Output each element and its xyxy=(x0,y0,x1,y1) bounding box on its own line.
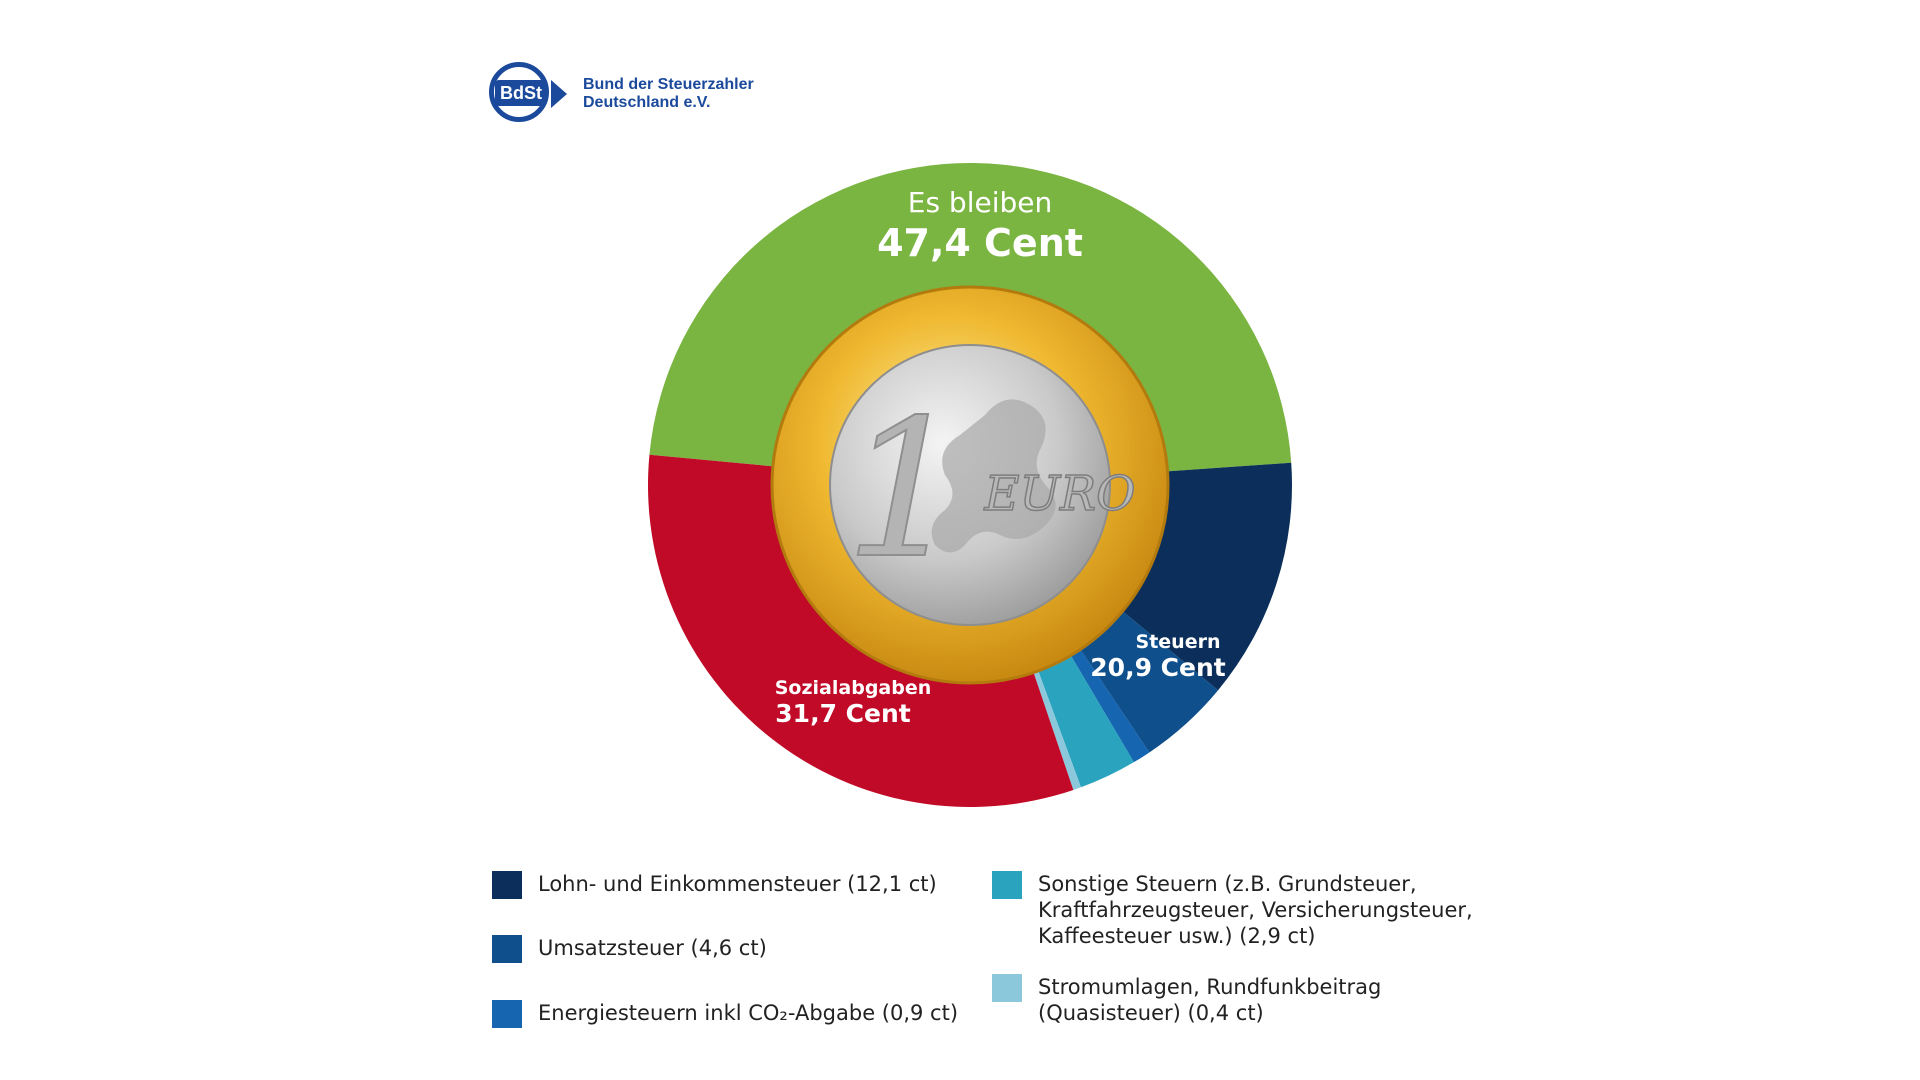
euro-coin: 1 EURO xyxy=(770,285,1170,685)
slice-sonstige xyxy=(1037,653,1134,788)
slice-strom xyxy=(1032,668,1081,790)
bdst-logo: BdSt Bund der Steuerzahler Deutschland e… xyxy=(485,58,805,134)
label-sozial-value: 31,7 Cent xyxy=(775,699,910,728)
slice-sozial xyxy=(648,454,1074,807)
europe-map-icon xyxy=(931,399,1056,553)
logo-arrow-icon xyxy=(551,80,567,108)
label-bleiben-title: Es bleiben xyxy=(908,186,1052,219)
slice-umsatz xyxy=(1079,609,1219,753)
logo-abbreviation: BdSt xyxy=(495,80,547,106)
coin-word: EURO xyxy=(984,466,1136,522)
logo-organization-name: Bund der Steuerzahler Deutschland e.V. xyxy=(583,76,754,112)
slice-energie xyxy=(1069,647,1150,763)
logo-name-line-2: Deutschland e.V. xyxy=(583,94,711,111)
logo-name-line-1: Bund der Steuerzahler xyxy=(583,76,754,93)
donut-slices xyxy=(648,162,1292,807)
label-sozial-title: Sozialabgaben xyxy=(775,677,932,699)
group-labels: Es bleiben 47,4 Cent Steuern 20,9 Cent S… xyxy=(775,186,1226,728)
label-bleiben-value: 47,4 Cent xyxy=(877,221,1083,265)
label-steuern-title: Steuern xyxy=(1136,631,1221,653)
label-steuern-value: 20,9 Cent xyxy=(1090,653,1225,682)
coin-numeral: 1 xyxy=(845,379,966,600)
slice-bleiben xyxy=(649,162,1292,472)
